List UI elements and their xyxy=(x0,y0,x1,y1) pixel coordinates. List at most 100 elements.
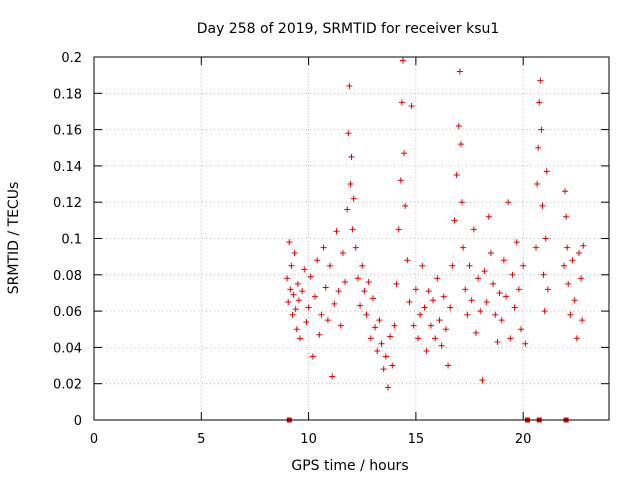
data-point xyxy=(500,257,507,264)
data-point xyxy=(468,297,475,304)
data-point xyxy=(309,353,316,360)
data-point xyxy=(509,271,516,278)
data-point xyxy=(459,199,466,206)
data-point xyxy=(316,331,323,338)
data-point xyxy=(455,122,462,129)
data-point xyxy=(483,299,490,306)
data-point xyxy=(520,262,527,269)
data-point xyxy=(294,280,301,287)
x-tick-label: 10 xyxy=(300,432,317,447)
data-point xyxy=(442,326,449,333)
y-tick-label: 0 xyxy=(74,414,82,429)
data-point xyxy=(297,335,303,342)
data-point xyxy=(456,68,463,75)
data-point xyxy=(397,177,404,184)
data-point xyxy=(451,217,458,224)
data-point xyxy=(291,250,298,257)
data-point xyxy=(384,384,391,391)
data-point xyxy=(387,333,394,340)
data-point xyxy=(329,373,336,380)
data-point xyxy=(389,362,396,369)
data-point xyxy=(544,286,551,293)
data-point xyxy=(307,273,314,280)
data-point xyxy=(312,293,319,300)
data-point xyxy=(391,322,398,329)
data-point xyxy=(337,322,344,329)
y-tick-label: 0.08 xyxy=(53,269,82,284)
y-tick-label: 0.06 xyxy=(53,305,82,320)
data-point xyxy=(395,226,402,233)
data-points xyxy=(284,57,587,391)
data-point xyxy=(365,279,372,286)
axis-ticks xyxy=(93,56,609,421)
y-tick-label: 0.12 xyxy=(53,196,82,211)
data-point xyxy=(485,213,492,220)
data-point xyxy=(536,99,543,106)
data-point xyxy=(522,340,529,347)
data-point xyxy=(562,188,569,195)
data-point xyxy=(538,126,545,133)
data-point xyxy=(359,262,366,269)
data-point xyxy=(327,262,334,269)
data-point xyxy=(342,279,349,286)
data-point xyxy=(401,150,408,157)
data-point xyxy=(575,250,582,257)
data-point xyxy=(372,324,379,331)
data-point xyxy=(534,181,541,188)
data-point xyxy=(346,83,353,90)
data-point xyxy=(335,288,342,295)
y-tick-label: 0.18 xyxy=(53,87,82,102)
x-tick-label: 0 xyxy=(90,432,98,447)
data-point xyxy=(477,308,484,315)
data-point xyxy=(400,57,406,64)
data-point xyxy=(284,275,291,282)
data-point xyxy=(354,275,361,282)
data-point xyxy=(348,153,355,160)
data-point xyxy=(542,235,549,242)
data-point xyxy=(378,340,385,347)
data-point xyxy=(457,141,464,148)
data-point xyxy=(345,130,352,137)
data-point xyxy=(518,326,525,333)
y-tick-label: 0.14 xyxy=(53,160,82,175)
data-point xyxy=(350,195,357,202)
data-point xyxy=(560,262,567,269)
data-point xyxy=(472,329,479,336)
data-point xyxy=(293,326,300,333)
data-point xyxy=(460,244,467,251)
data-point xyxy=(490,280,497,287)
data-point xyxy=(369,295,376,302)
data-point xyxy=(285,299,292,306)
data-point xyxy=(374,348,381,355)
data-point xyxy=(513,239,520,246)
data-point xyxy=(494,338,501,345)
data-point xyxy=(462,286,469,293)
data-point xyxy=(322,284,329,291)
data-point xyxy=(432,335,439,342)
data-point xyxy=(287,286,294,293)
data-point xyxy=(412,286,419,293)
data-point xyxy=(402,202,409,209)
data-point xyxy=(447,304,454,311)
data-point xyxy=(535,144,542,151)
x-axis-label: GPS time / hours xyxy=(291,458,408,474)
x-tick-label: 20 xyxy=(515,432,532,447)
data-point xyxy=(415,335,422,342)
data-point xyxy=(318,311,325,318)
data-point xyxy=(427,322,434,329)
data-point xyxy=(376,317,383,324)
data-point xyxy=(466,262,473,269)
data-point xyxy=(363,311,370,318)
data-point xyxy=(288,262,295,269)
data-point xyxy=(540,271,547,278)
data-point xyxy=(475,275,482,282)
data-point xyxy=(481,268,488,275)
data-point xyxy=(505,199,512,206)
data-point xyxy=(537,77,544,84)
data-point xyxy=(579,317,586,324)
data-point xyxy=(440,293,447,300)
data-point xyxy=(352,244,359,251)
y-tick-label: 0.04 xyxy=(53,341,82,356)
data-point xyxy=(464,311,471,318)
